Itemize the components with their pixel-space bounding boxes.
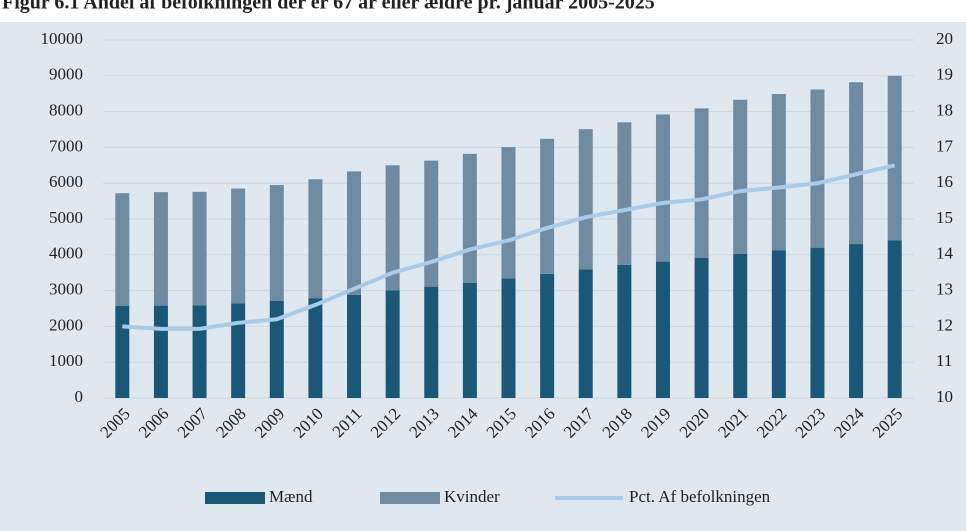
legend-swatch bbox=[205, 492, 265, 504]
y2-tick-label: 16 bbox=[936, 172, 953, 191]
line bbox=[122, 163, 896, 331]
bar bbox=[810, 247, 825, 398]
y-tick-label: 5000 bbox=[49, 208, 83, 227]
bar bbox=[771, 94, 786, 251]
bar bbox=[733, 253, 748, 398]
y-tick-label: 3000 bbox=[49, 280, 83, 299]
y-tick-label: 0 bbox=[75, 387, 84, 406]
bar bbox=[771, 250, 786, 398]
y-tick-label: 7000 bbox=[49, 136, 83, 155]
bar bbox=[269, 184, 284, 301]
bar bbox=[231, 188, 246, 304]
bar bbox=[385, 165, 400, 291]
bar bbox=[192, 305, 207, 398]
y-tick-label: 2000 bbox=[49, 315, 83, 334]
bar bbox=[115, 193, 130, 306]
y2-tick-label: 18 bbox=[936, 101, 953, 120]
y2-tick-label: 14 bbox=[936, 244, 954, 263]
bar bbox=[849, 244, 864, 398]
y2-tick-label: 15 bbox=[936, 208, 953, 227]
bar bbox=[501, 278, 516, 398]
legend-label: Pct. Af befolkningen bbox=[629, 487, 771, 506]
bar bbox=[617, 122, 632, 265]
bar bbox=[810, 89, 825, 248]
bar bbox=[385, 290, 400, 398]
bar bbox=[153, 192, 168, 306]
bar bbox=[887, 75, 902, 241]
bar bbox=[308, 298, 323, 398]
bar bbox=[540, 273, 555, 398]
y2-tick-label: 20 bbox=[936, 29, 953, 48]
bar bbox=[733, 99, 748, 254]
bar bbox=[153, 305, 168, 398]
y2-tick-label: 11 bbox=[936, 351, 952, 370]
bar bbox=[655, 114, 670, 262]
bar bbox=[501, 147, 516, 279]
bar bbox=[540, 138, 555, 274]
bar bbox=[231, 303, 246, 398]
bar bbox=[887, 240, 902, 398]
bar bbox=[462, 282, 477, 398]
bar bbox=[192, 191, 207, 306]
y2-tick-label: 17 bbox=[936, 136, 954, 155]
y-tick-label: 9000 bbox=[49, 65, 83, 84]
bar bbox=[694, 258, 709, 398]
bar bbox=[115, 305, 130, 398]
bar bbox=[617, 264, 632, 398]
y-tick-label: 6000 bbox=[49, 172, 83, 191]
bar bbox=[578, 269, 593, 398]
legend-label: Mænd bbox=[269, 487, 313, 506]
bar bbox=[578, 129, 593, 270]
legend-label: Kvinder bbox=[444, 487, 500, 506]
bar bbox=[308, 179, 323, 299]
bar bbox=[347, 294, 362, 398]
y2-tick-label: 19 bbox=[936, 65, 953, 84]
chart-title: Figur 6.1 Andel af befolkningen der er 6… bbox=[2, 0, 655, 14]
legend-swatch bbox=[380, 492, 440, 504]
bar bbox=[347, 171, 362, 295]
bar bbox=[694, 108, 709, 259]
y2-tick-label: 13 bbox=[936, 280, 953, 299]
y-tick-label: 8000 bbox=[49, 101, 83, 120]
y-tick-label: 1000 bbox=[49, 351, 83, 370]
bar bbox=[655, 261, 670, 398]
bar bbox=[269, 300, 284, 398]
bar bbox=[849, 82, 864, 245]
bar bbox=[424, 286, 439, 398]
bar bbox=[424, 160, 439, 287]
y2-tick-label: 12 bbox=[936, 315, 953, 334]
y2-tick-label: 10 bbox=[936, 387, 953, 406]
y-tick-label: 10000 bbox=[41, 29, 84, 48]
y-tick-label: 4000 bbox=[49, 244, 83, 263]
bar bbox=[462, 153, 477, 283]
